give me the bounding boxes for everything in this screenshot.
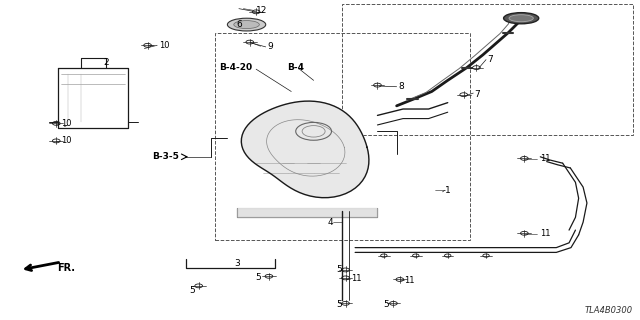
Text: 8: 8 [398, 82, 404, 91]
Bar [214, 33, 470, 240]
Ellipse shape [504, 13, 539, 24]
Text: 11: 11 [351, 274, 361, 283]
Text: 7: 7 [474, 90, 480, 99]
Text: B-3-5: B-3-5 [152, 152, 179, 161]
Text: 4: 4 [327, 218, 333, 227]
Text: 11: 11 [540, 154, 551, 163]
Text: 7: 7 [487, 55, 493, 64]
Text: FR.: FR. [57, 263, 75, 273]
Ellipse shape [234, 20, 259, 28]
Text: 2: 2 [103, 58, 109, 67]
Text: TLA4B0300: TLA4B0300 [585, 306, 633, 315]
Text: 5: 5 [337, 265, 342, 275]
Ellipse shape [227, 18, 266, 31]
Polygon shape [241, 101, 369, 198]
Text: 1: 1 [445, 186, 451, 195]
Text: 9: 9 [268, 42, 273, 52]
Bar [342, 4, 633, 134]
Text: 5: 5 [255, 273, 261, 282]
Text: B-4: B-4 [287, 63, 304, 72]
Text: 11: 11 [404, 276, 415, 285]
Text: 10: 10 [159, 41, 170, 50]
Polygon shape [237, 208, 378, 217]
Text: 11: 11 [540, 229, 551, 238]
Text: 3: 3 [234, 259, 240, 268]
Text: B-4-20: B-4-20 [219, 63, 252, 72]
Text: 5: 5 [337, 300, 342, 309]
Text: 10: 10 [61, 136, 72, 145]
Ellipse shape [509, 15, 533, 22]
Text: 10: 10 [61, 119, 72, 128]
Text: 5: 5 [383, 300, 389, 309]
Text: 6: 6 [236, 20, 242, 29]
Text: 5: 5 [189, 286, 195, 295]
Text: 12: 12 [256, 6, 268, 15]
